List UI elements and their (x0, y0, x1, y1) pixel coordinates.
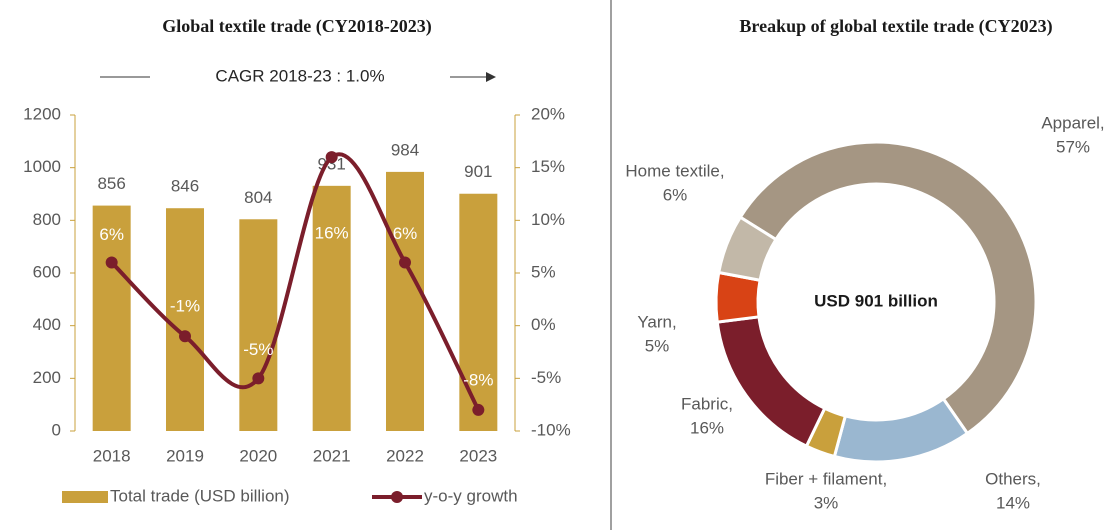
growth-label: -8% (463, 370, 493, 389)
growth-label: -5% (243, 340, 273, 359)
slice-value-label: 57% (1056, 137, 1090, 156)
growth-marker (325, 151, 338, 164)
x-tick-label: 2019 (166, 446, 204, 465)
slice-value-label: 14% (996, 493, 1030, 512)
growth-label: 16% (315, 224, 349, 243)
bar-label: 856 (97, 174, 125, 193)
chart-title: Global textile trade (CY2018-2023) (162, 16, 431, 37)
bar (312, 185, 351, 431)
x-tick-label: 2023 (459, 446, 497, 465)
x-tick-label: 2021 (313, 446, 351, 465)
chart-title: Breakup of global textile trade (CY2023) (739, 16, 1052, 37)
bar (166, 208, 204, 431)
donut-slice (738, 140, 1038, 436)
annotation-arrowhead (486, 72, 496, 82)
y2-tick-label: 5% (531, 262, 556, 281)
y2-tick-label: 0% (531, 315, 556, 334)
y2-tick-label: -5% (531, 368, 561, 387)
y-tick-label: 1000 (23, 157, 61, 176)
slice-label: Fabric, (681, 394, 733, 413)
legend-swatch (62, 491, 108, 503)
slice-value-label: 3% (814, 493, 839, 512)
bar-label: 804 (244, 188, 272, 207)
donut-slice (832, 396, 970, 464)
bar (239, 219, 278, 431)
y2-tick-label: -10% (531, 420, 571, 439)
slice-label: Others, (985, 469, 1041, 488)
slice-label: Yarn, (637, 312, 676, 331)
bar (386, 171, 424, 431)
growth-marker (105, 256, 118, 269)
slice-label: Fiber + filament, (765, 469, 887, 488)
y-tick-label: 800 (33, 210, 61, 229)
growth-label: -1% (170, 297, 200, 316)
legend-label: Total trade (USD billion) (110, 486, 290, 505)
bar-label: 984 (391, 140, 419, 159)
center-label: USD 901 billion (814, 291, 938, 310)
donut-slice (716, 215, 778, 283)
growth-marker (472, 403, 485, 416)
bar (92, 205, 131, 431)
y-tick-label: 600 (33, 262, 61, 281)
bar (459, 193, 498, 431)
donut-slice (715, 315, 827, 449)
slice-label: Apparel, (1041, 113, 1104, 132)
y-tick-label: 400 (33, 315, 61, 334)
growth-marker (252, 372, 265, 385)
annotation: CAGR 2018-23 : 1.0% (215, 66, 384, 85)
y2-tick-label: 20% (531, 104, 565, 123)
y-tick-label: 0 (52, 420, 61, 439)
y2-tick-label: 15% (531, 157, 565, 176)
x-tick-label: 2018 (93, 446, 131, 465)
y2-tick-label: 10% (531, 210, 565, 229)
growth-label: 6% (393, 224, 418, 243)
legend-swatch (391, 491, 403, 503)
y-tick-label: 200 (33, 368, 61, 387)
slice-value-label: 16% (690, 418, 724, 437)
growth-marker (399, 256, 411, 269)
x-tick-label: 2020 (239, 446, 277, 465)
bar-label: 901 (464, 162, 492, 181)
slice-value-label: 6% (663, 185, 688, 204)
legend-label: y-o-y growth (424, 486, 518, 505)
growth-label: 6% (99, 225, 124, 244)
y-tick-label: 1200 (23, 104, 61, 123)
slice-label: Home textile, (625, 161, 724, 180)
x-tick-label: 2022 (386, 446, 424, 465)
bar-label: 846 (171, 177, 199, 196)
slice-value-label: 5% (645, 336, 670, 355)
growth-marker (179, 330, 191, 343)
